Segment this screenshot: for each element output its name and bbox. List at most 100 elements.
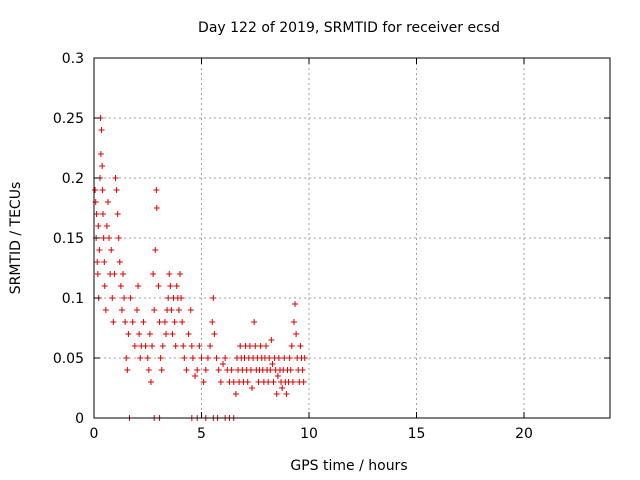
data-point	[192, 373, 199, 379]
data-point	[149, 343, 156, 349]
data-point	[163, 331, 170, 337]
data-point	[135, 283, 142, 289]
data-point	[198, 355, 205, 361]
data-point	[145, 367, 152, 373]
data-point	[111, 271, 118, 277]
plot-frame	[93, 57, 611, 419]
data-point	[159, 343, 166, 349]
data-point	[263, 343, 269, 349]
data-point	[288, 343, 295, 349]
data-point	[169, 331, 176, 337]
data-point	[252, 343, 259, 349]
data-point	[265, 379, 272, 385]
data-point	[92, 187, 99, 193]
data-point	[194, 367, 201, 373]
data-point	[283, 391, 290, 397]
data-point	[153, 205, 160, 211]
data-point	[286, 355, 293, 361]
data-point	[269, 361, 276, 367]
data-point	[179, 319, 186, 325]
data-point	[97, 151, 104, 157]
data-point	[167, 283, 174, 289]
data-point	[230, 379, 237, 385]
data-point	[125, 331, 132, 337]
data-point	[165, 295, 172, 301]
data-point	[155, 283, 162, 289]
data-point	[173, 283, 180, 289]
data-point	[232, 391, 239, 397]
data-point	[127, 295, 134, 301]
data-point	[150, 271, 157, 277]
data-point	[100, 211, 107, 217]
y-tick-label: 0.3	[62, 51, 84, 67]
data-point	[181, 355, 188, 361]
data-point	[109, 295, 116, 301]
data-point	[116, 259, 123, 265]
data-point	[222, 355, 229, 361]
data-point	[217, 379, 224, 385]
data-point	[102, 307, 109, 313]
data-point	[94, 259, 101, 265]
data-point	[136, 331, 143, 337]
data-point	[293, 331, 300, 337]
data-point	[151, 307, 158, 313]
x-tick-label: 0	[90, 426, 99, 442]
data-point	[213, 355, 220, 361]
data-point	[267, 367, 274, 373]
data-point	[266, 355, 273, 361]
data-point	[172, 343, 179, 349]
x-tick-label: 10	[300, 426, 318, 442]
data-point	[120, 271, 127, 277]
grid-layer	[94, 58, 610, 418]
data-point	[147, 379, 154, 385]
data-point	[153, 187, 160, 193]
data-point	[115, 235, 122, 241]
data-point	[246, 343, 253, 349]
data-point	[112, 175, 119, 181]
data-point	[180, 343, 187, 349]
x-tick-label: 5	[197, 426, 206, 442]
data-point	[200, 379, 207, 385]
data-point	[131, 343, 138, 349]
data-point	[146, 331, 153, 337]
data-point	[274, 373, 281, 379]
data-point	[189, 355, 196, 361]
data-point	[202, 367, 209, 373]
data-point	[292, 301, 299, 307]
data-point	[299, 367, 306, 373]
data-point	[117, 283, 124, 289]
data-point	[210, 295, 217, 301]
data-point	[106, 235, 113, 241]
data-point	[300, 379, 307, 385]
data-point	[113, 187, 120, 193]
data-point	[228, 367, 235, 373]
data-point	[103, 223, 110, 229]
data-point	[118, 307, 125, 313]
data-point	[209, 319, 216, 325]
data-point	[273, 391, 280, 397]
data-point	[215, 367, 222, 373]
data-point	[101, 283, 108, 289]
data-point	[98, 127, 105, 133]
data-point	[101, 259, 108, 265]
data-point	[185, 331, 192, 337]
data-point	[100, 235, 107, 241]
data-point	[137, 355, 144, 361]
data-point	[244, 379, 251, 385]
data-point	[237, 343, 244, 349]
data-point	[177, 271, 183, 277]
data-point	[196, 343, 203, 349]
data-point	[290, 319, 297, 325]
data-point	[121, 295, 128, 301]
data-point	[157, 355, 164, 361]
data-point	[183, 367, 190, 373]
data-point	[251, 319, 258, 325]
data-point	[140, 319, 147, 325]
chart-title: Day 122 of 2019, SRMTID for receiver ecs…	[198, 20, 500, 36]
x-tick-label: 20	[515, 426, 533, 442]
x-tick-label: 15	[408, 426, 426, 442]
data-point	[207, 343, 214, 349]
data-point	[104, 199, 111, 205]
